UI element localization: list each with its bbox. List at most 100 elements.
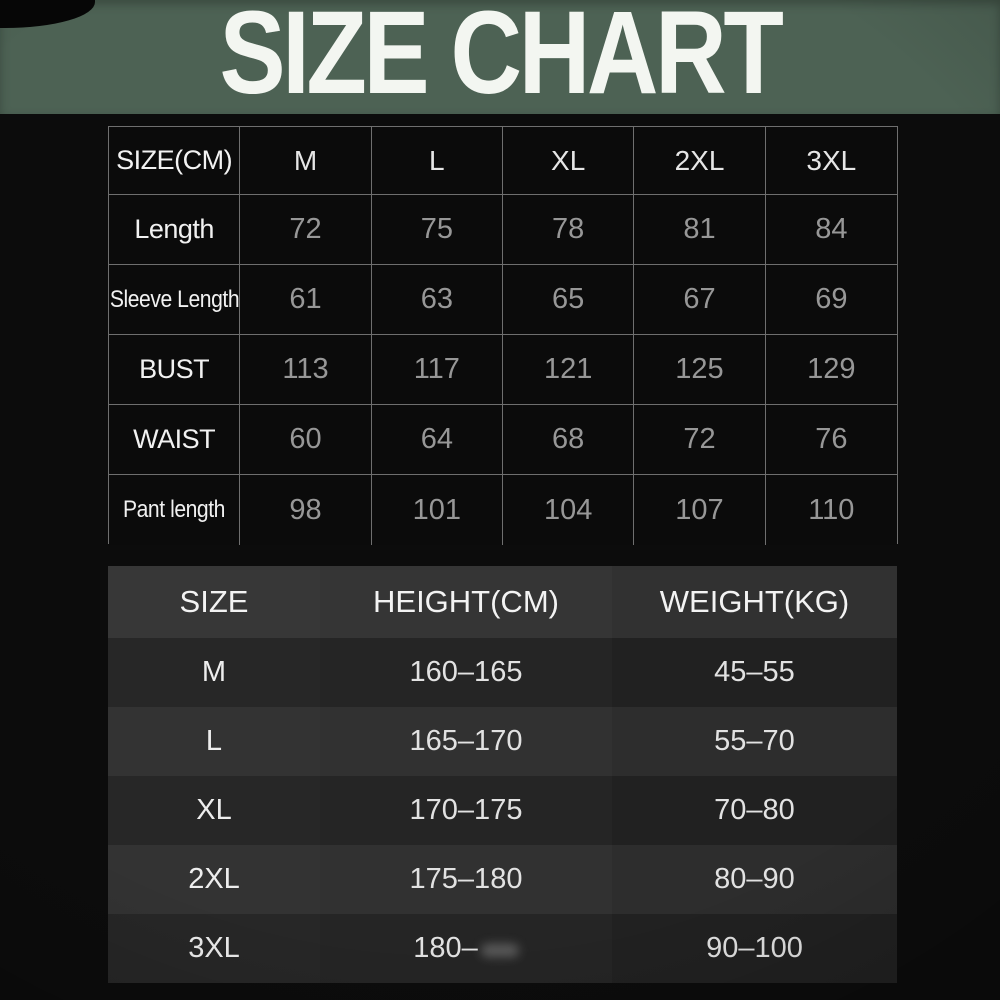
fit-value-cell: 55–70 <box>612 707 897 776</box>
fit-size-label: L <box>108 707 320 776</box>
measurement-value-cell: 68 <box>502 405 635 475</box>
measurement-value-cell: 76 <box>765 405 897 475</box>
measurement-value-cell-text: 69 <box>815 283 848 315</box>
measure-column-header: SIZE(CM) <box>109 127 241 195</box>
measurement-value-cell-text: 76 <box>815 423 848 455</box>
size-column-header-text: L <box>429 144 445 176</box>
fit-column-header-text: SIZE <box>179 584 249 619</box>
measurement-row-label: Sleeve Length <box>109 265 241 335</box>
garment-size-table: SIZE(CM) M L XL 2XL 3XL Length 72 75 78 81 84 Sleeve… <box>108 126 898 545</box>
fit-column-header: WEIGHT(KG) <box>612 566 897 638</box>
fit-size-label-text: XL <box>196 794 232 826</box>
measurement-value-cell: 75 <box>371 195 503 265</box>
measurement-value-cell-text: 84 <box>815 213 848 245</box>
blurred-smudge <box>480 944 519 957</box>
measurement-value-cell-text: 129 <box>807 353 856 385</box>
measurement-value-cell-text: 63 <box>420 283 453 315</box>
fit-value-cell: 165–170 <box>320 707 612 776</box>
measurement-row-label: Pant length <box>109 475 241 545</box>
measurement-value-cell-text: 98 <box>289 493 322 526</box>
measurement-value-cell: 110 <box>765 475 897 545</box>
fit-size-label: M <box>108 638 320 707</box>
measure-column-header-text: SIZE(CM) <box>116 145 233 175</box>
fit-size-label-text: L <box>205 725 223 757</box>
measurement-value-cell-text: 72 <box>683 423 716 455</box>
size-column-header-text: XL <box>551 144 586 176</box>
measurement-value-cell: 107 <box>634 475 766 545</box>
fit-value-cell-text: 180– <box>413 932 478 964</box>
measurement-value-cell-text: 110 <box>808 493 855 526</box>
measurement-value-cell-text: 64 <box>420 423 453 455</box>
measurement-value-cell-text: 107 <box>675 493 724 526</box>
measurement-value-cell-text: 117 <box>413 353 460 385</box>
measurement-value-cell: 121 <box>502 335 635 405</box>
measurement-value-cell-text: 72 <box>289 213 322 245</box>
fit-value-cell: 45–55 <box>612 638 897 707</box>
measurement-value-cell: 104 <box>502 475 635 545</box>
title-banner: SIZE CHART <box>0 0 1000 114</box>
measurement-value-cell-text: 104 <box>543 493 593 526</box>
size-column-header: M <box>240 127 372 195</box>
fit-value-cell-text: 45–55 <box>714 656 795 688</box>
measurement-value-cell-text: 113 <box>282 353 329 385</box>
fit-value-cell-text: 80–90 <box>714 863 795 895</box>
size-column-header: L <box>371 127 503 195</box>
fit-column-header-text: WEIGHT(KG) <box>659 584 850 619</box>
fit-value-cell-text: 160–165 <box>409 656 523 688</box>
measurement-value-cell-text: 81 <box>683 213 716 245</box>
measurement-value-cell: 67 <box>634 265 766 335</box>
measurement-row-label: BUST <box>109 335 241 405</box>
fit-column-header: HEIGHT(CM) <box>320 566 612 638</box>
page-title: SIZE CHART <box>219 0 783 119</box>
fit-value-cell: 80–90 <box>612 845 897 914</box>
fit-size-label: XL <box>108 776 320 845</box>
measurement-row-label-text: WAIST <box>133 424 216 454</box>
fit-size-label: 2XL <box>108 845 320 914</box>
measurement-value-cell-text: 121 <box>543 353 593 385</box>
measurement-value-cell: 65 <box>502 265 635 335</box>
fit-value-cell: 175–180 <box>320 845 612 914</box>
fit-value-cell: 180– <box>320 914 612 983</box>
measurement-value-cell: 69 <box>765 265 897 335</box>
measurement-value-cell-text: 101 <box>412 493 462 526</box>
fit-value-cell-text: 165–170 <box>409 725 523 757</box>
fit-value-cell: 160–165 <box>320 638 612 707</box>
measurement-value-cell: 61 <box>240 265 372 335</box>
measurement-row-label: WAIST <box>109 405 241 475</box>
measurement-value-cell: 72 <box>634 405 766 475</box>
measurement-value-cell: 72 <box>240 195 372 265</box>
measurement-value-cell-text: 67 <box>683 283 716 315</box>
measurement-value-cell-text: 78 <box>552 213 585 245</box>
measurement-value-cell: 63 <box>371 265 503 335</box>
measurement-value-cell: 125 <box>634 335 766 405</box>
measurement-value-cell: 64 <box>371 405 503 475</box>
measurement-value-cell: 117 <box>371 335 503 405</box>
size-column-header-text: 3XL <box>806 144 857 176</box>
measurement-row-label-text: Sleeve Length <box>109 285 240 313</box>
fit-value-cell-text: 170–175 <box>409 794 523 826</box>
measurement-value-cell: 98 <box>240 475 372 545</box>
measurement-value-cell: 101 <box>371 475 503 545</box>
fit-value-cell-text: 90–100 <box>706 932 803 964</box>
fit-value-cell: 170–175 <box>320 776 612 845</box>
measurement-value-cell-text: 68 <box>552 423 585 455</box>
measurement-value-cell: 81 <box>634 195 766 265</box>
fit-value-cell: 90–100 <box>612 914 897 983</box>
measurement-value-cell: 78 <box>502 195 635 265</box>
measurement-value-cell-text: 125 <box>675 353 724 385</box>
measurement-value-cell: 129 <box>765 335 897 405</box>
measurement-value-cell: 60 <box>240 405 372 475</box>
measurement-value-cell-text: 75 <box>420 213 453 245</box>
size-column-header-text: 2XL <box>674 144 725 176</box>
fit-column-header: SIZE <box>108 566 320 638</box>
measurement-row-label-text: BUST <box>139 354 210 384</box>
fit-value-cell: 70–80 <box>612 776 897 845</box>
measurement-value-cell-text: 65 <box>552 283 585 315</box>
measurement-value-cell-text: 60 <box>289 423 322 455</box>
measurement-value-cell: 113 <box>240 335 372 405</box>
fit-size-label-text: 3XL <box>188 932 240 964</box>
fit-value-cell-text: 55–70 <box>714 725 795 757</box>
size-column-header-text: M <box>293 144 318 176</box>
size-column-header: XL <box>502 127 635 195</box>
